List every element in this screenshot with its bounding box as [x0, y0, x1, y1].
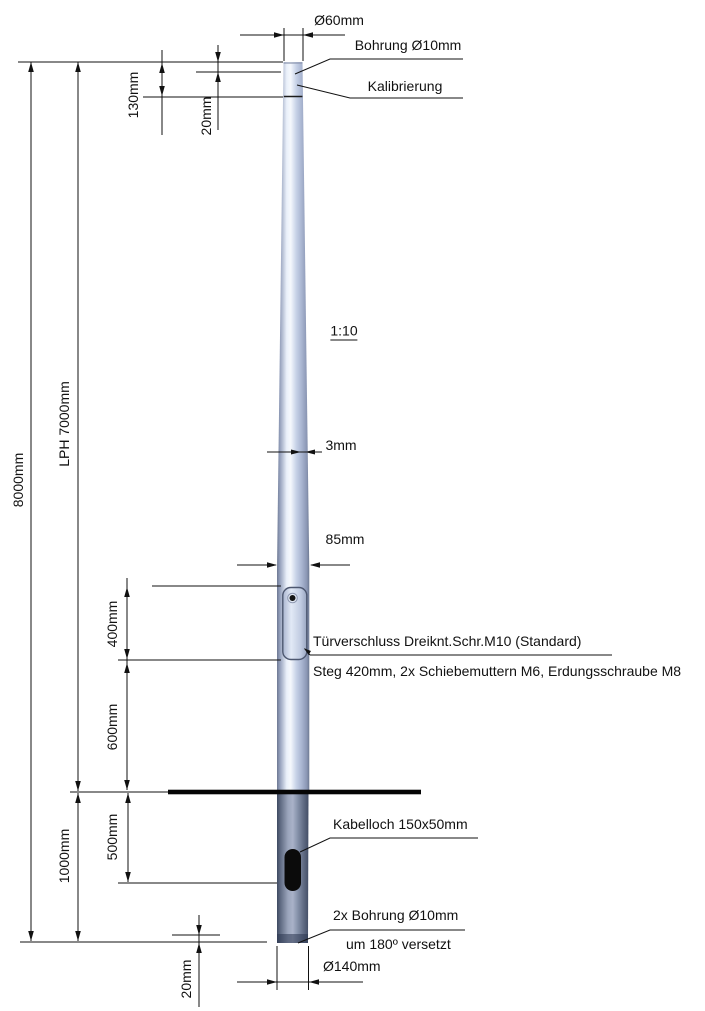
label-scale-note: 1:10 — [330, 322, 358, 341]
dimension-lines — [30, 34, 363, 1007]
pole-body — [277, 62, 310, 943]
label-steg: Steg 420mm, 2x Schiebemuttern M6, Erdung… — [313, 663, 682, 679]
label-dim-3mm: 3mm — [325, 437, 357, 453]
label-bohrung-bottom: 2x Bohrung Ø10mm — [333, 907, 459, 923]
label-dim-20mm-bottom: 20mm — [178, 959, 194, 999]
label-versetzt: um 180º versetzt — [346, 936, 451, 952]
door-lock-hole — [289, 595, 296, 601]
label-dim-8000mm: 8000mm — [10, 452, 26, 508]
label-dim-85mm: 85mm — [325, 531, 365, 547]
ground-line — [168, 789, 421, 795]
label-dim-500mm: 500mm — [104, 813, 120, 861]
label-dim-400mm: 400mm — [104, 600, 120, 648]
label-dim-600mm: 600mm — [104, 703, 120, 751]
pole-above-ground — [277, 62, 310, 792]
label-bohrung-top: Bohrung Ø10mm — [354, 37, 462, 53]
arrowheads — [28, 32, 320, 985]
label-dim-20mm-top: 20mm — [198, 96, 214, 136]
label-dim-lph-7000mm: LPH 7000mm — [56, 381, 72, 467]
label-tuerverschluss: Türverschluss Dreiknt.Schr.M10 (Standard… — [313, 633, 582, 649]
reference-lines — [18, 28, 309, 990]
pole-bottom-band — [277, 934, 308, 943]
label-kabelloch: Kabelloch 150x50mm — [333, 816, 468, 832]
leader-lines — [294, 58, 612, 944]
label-kalibrierung: Kalibrierung — [367, 78, 443, 94]
label-dim-130mm: 130mm — [125, 71, 141, 119]
label-dim-1000mm: 1000mm — [56, 828, 72, 884]
service-door — [282, 586, 308, 661]
label-diameter-top: Ø60mm — [314, 12, 364, 28]
cable-hole — [284, 849, 301, 891]
label-diameter-bottom: Ø140mm — [323, 958, 381, 974]
